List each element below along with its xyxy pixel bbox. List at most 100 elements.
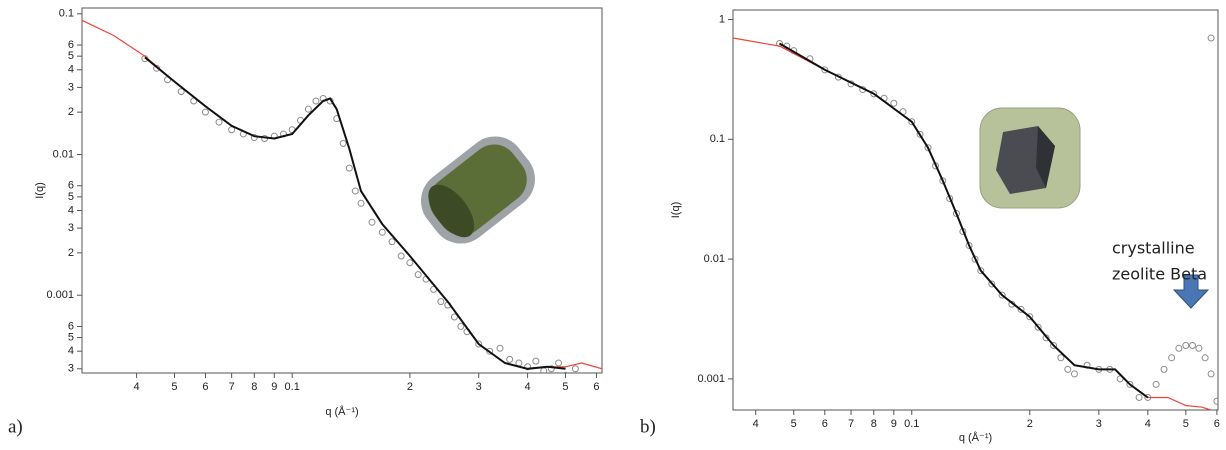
plot-data bbox=[82, 19, 602, 381]
y-tick-label: 0.01 bbox=[53, 148, 74, 160]
data-point bbox=[215, 118, 223, 126]
arrow-shape bbox=[1172, 274, 1210, 309]
fit-line bbox=[778, 42, 1149, 399]
y-tick-label: 2 bbox=[68, 106, 74, 118]
data-point bbox=[357, 199, 365, 207]
y-tick-label: 3 bbox=[68, 363, 74, 375]
data-point bbox=[1207, 370, 1215, 378]
data-point bbox=[547, 365, 555, 373]
y-tick-label: 1 bbox=[719, 13, 725, 25]
y-tick-label: 0.01 bbox=[704, 253, 725, 265]
x-tick-label: 5 bbox=[562, 381, 568, 393]
data-point bbox=[1168, 354, 1176, 362]
data-point bbox=[965, 241, 973, 249]
y-tick-label: 5 bbox=[68, 191, 74, 203]
x-tick-label: 3 bbox=[476, 381, 482, 393]
data-point bbox=[1050, 341, 1058, 349]
x-tick-label: 7 bbox=[848, 418, 854, 430]
x-tick-label: 8 bbox=[871, 418, 877, 430]
data-point bbox=[368, 218, 376, 226]
fit-line bbox=[144, 56, 566, 370]
data-point bbox=[486, 347, 494, 355]
data-point bbox=[1182, 341, 1190, 349]
x-tick-label: 0.1 bbox=[285, 381, 300, 393]
data-point bbox=[1175, 344, 1183, 352]
y-tick-label: 0.1 bbox=[59, 8, 74, 20]
y-axis-label: I(q) bbox=[670, 202, 682, 219]
data-point bbox=[1070, 370, 1078, 378]
x-tick-label: 2 bbox=[1027, 418, 1033, 430]
data-point bbox=[397, 252, 405, 260]
data-point bbox=[1026, 313, 1034, 321]
data-point bbox=[555, 359, 563, 367]
y-tick-label: 5 bbox=[68, 50, 74, 62]
annotation: zeolite Beta bbox=[1112, 265, 1207, 284]
data-point bbox=[496, 344, 504, 352]
data-point bbox=[1189, 341, 1197, 349]
data-point bbox=[977, 267, 985, 275]
y-tick-label: 0.001 bbox=[46, 289, 74, 301]
data-point bbox=[1213, 397, 1218, 405]
y-tick-label: 3 bbox=[68, 81, 74, 93]
data-point bbox=[414, 271, 422, 279]
plot-data bbox=[733, 34, 1218, 410]
x-tick-label: 6 bbox=[1214, 418, 1220, 430]
y-tick-label: 4 bbox=[68, 64, 74, 76]
y-tick-label: 4 bbox=[68, 345, 74, 357]
chart: 1 0.1 0.01 0.001 4 5 6 7 8 9 0.1 2 3 4 5 6 I(q) q (Å⁻¹) b)… bbox=[640, 9, 1220, 444]
data-point bbox=[998, 291, 1006, 299]
data-point bbox=[339, 139, 347, 147]
data-point bbox=[378, 228, 386, 236]
data-point bbox=[450, 313, 458, 321]
y-tick-label: 6 bbox=[68, 39, 74, 51]
data-point bbox=[506, 355, 514, 363]
fit-line bbox=[733, 37, 1213, 410]
x-tick-label: 9 bbox=[891, 418, 897, 430]
y-tick-label: 3 bbox=[68, 222, 74, 234]
cube-illustration bbox=[979, 107, 1081, 209]
data-point bbox=[1195, 344, 1203, 352]
data-point bbox=[890, 99, 898, 107]
data-point bbox=[924, 144, 932, 152]
annotation: crystalline bbox=[1112, 239, 1195, 258]
x-tick-label: 6 bbox=[593, 381, 599, 393]
data-point bbox=[250, 134, 258, 142]
y-tick-label: 2 bbox=[68, 247, 74, 259]
data-point bbox=[582, 375, 588, 381]
data-point bbox=[457, 322, 465, 330]
panel-label: a) bbox=[8, 416, 23, 437]
cube-side bbox=[1036, 126, 1055, 188]
data-point bbox=[201, 108, 209, 116]
x-tick-label: 8 bbox=[251, 381, 257, 393]
data-point bbox=[177, 88, 185, 96]
core-end bbox=[428, 184, 475, 238]
data-point bbox=[952, 210, 960, 218]
x-tick-label: 5 bbox=[171, 381, 177, 393]
data-point bbox=[571, 365, 579, 373]
data-point bbox=[1152, 380, 1160, 388]
x-tick-label: 6 bbox=[202, 381, 208, 393]
data-point bbox=[870, 90, 878, 98]
x-tick-label: 0.1 bbox=[904, 418, 919, 430]
y-tick-label: 6 bbox=[68, 320, 74, 332]
data-point bbox=[1126, 380, 1134, 388]
data-point bbox=[1160, 365, 1168, 373]
data-point bbox=[1057, 354, 1065, 362]
plot-frame bbox=[81, 7, 603, 374]
x-tick-label: 4 bbox=[1145, 418, 1151, 430]
x-tick-label: 9 bbox=[271, 381, 277, 393]
x-tick-label: 3 bbox=[1096, 418, 1102, 430]
y-tick-label: 6 bbox=[68, 180, 74, 192]
x-tick-label: 4 bbox=[525, 381, 531, 393]
data-point bbox=[1017, 305, 1025, 313]
x-tick-label: 5 bbox=[791, 418, 797, 430]
y-tick-label: 0.001 bbox=[697, 373, 725, 385]
data-point bbox=[351, 187, 359, 195]
x-tick-label: 4 bbox=[753, 418, 759, 430]
x-tick-label: 6 bbox=[822, 418, 828, 430]
panel-label: b) bbox=[640, 416, 656, 437]
data-point bbox=[437, 298, 445, 306]
data-point bbox=[1201, 354, 1209, 362]
